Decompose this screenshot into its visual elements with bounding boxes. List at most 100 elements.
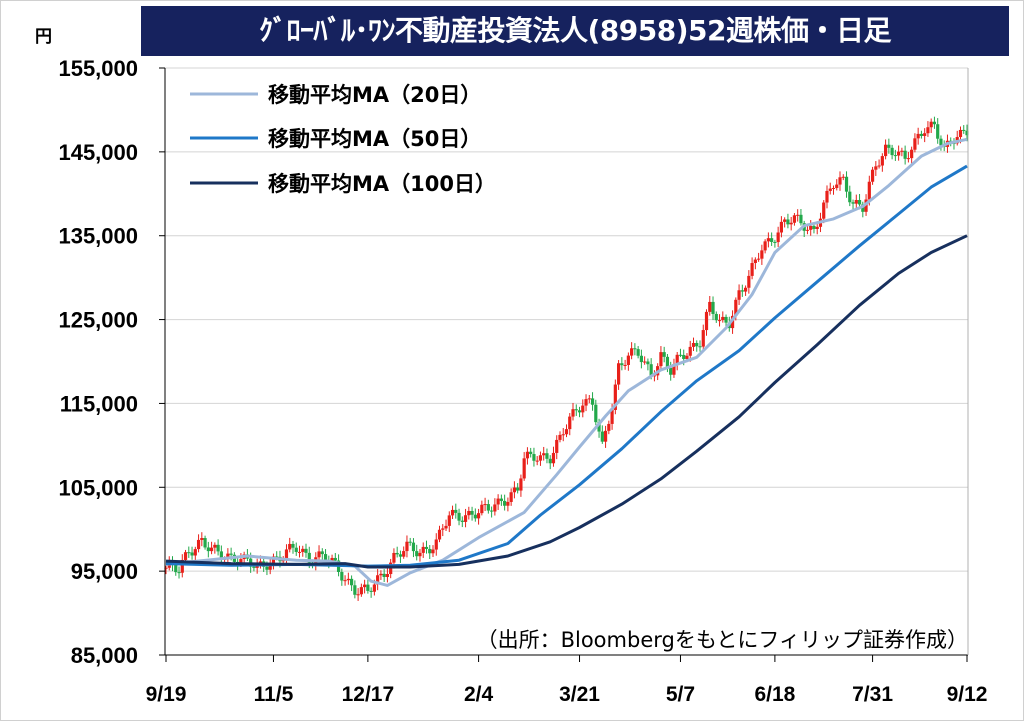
candle-body (675, 354, 679, 365)
candle-body (737, 290, 741, 300)
candle-body (284, 549, 289, 560)
candle-body (395, 552, 399, 555)
candle-body (688, 346, 692, 356)
y-tick-label: 145,000 (58, 140, 138, 165)
candle-body (776, 232, 780, 243)
candle-body (252, 566, 256, 568)
candle-body (597, 422, 601, 432)
candle-body (779, 221, 784, 233)
candle-body (695, 342, 699, 347)
legend-ma50: 移動平均MA（50日） (190, 127, 481, 151)
candle-body (783, 219, 787, 222)
candle-body (548, 458, 552, 464)
ma100-line (165, 234, 968, 569)
candle-body (330, 557, 334, 563)
candle-body (271, 556, 276, 564)
candle-body (480, 504, 484, 514)
candle-body (349, 578, 354, 586)
candle-body (753, 259, 757, 264)
y-tick-label: 85,000 (71, 643, 138, 668)
candle-body (831, 187, 836, 189)
legend-ma100: 移動平均MA（100日） (190, 172, 496, 196)
candle-body (356, 594, 360, 596)
candle-body (796, 214, 800, 216)
candle-body (297, 551, 302, 553)
candle-body (558, 434, 562, 440)
candle-body (418, 552, 422, 557)
candle-body (789, 222, 793, 225)
candle-body (444, 525, 448, 529)
y-tick-label: 135,000 (58, 224, 138, 249)
candle-body (164, 567, 168, 569)
candle-body (343, 580, 347, 582)
candle-body (643, 361, 647, 363)
candle-body (177, 572, 181, 574)
candle-body (288, 543, 292, 550)
candle-body (906, 158, 910, 160)
candle-body (939, 138, 943, 146)
candle-body (757, 258, 761, 260)
candle-body (822, 202, 826, 219)
candle-body (522, 458, 526, 479)
ma20-line (165, 137, 968, 587)
candle-body (428, 548, 432, 554)
candle-body (603, 430, 608, 442)
candle-body (209, 547, 214, 552)
candle-body (636, 349, 640, 356)
candle-body (701, 330, 705, 347)
candle-body (203, 538, 207, 548)
candle-body (936, 124, 940, 139)
candle-body (799, 214, 803, 224)
candle-body (766, 238, 770, 242)
candle-body (346, 578, 350, 581)
candle-body (187, 552, 191, 554)
candle-body (760, 250, 764, 259)
candle-body (323, 554, 328, 562)
candle-body (467, 510, 471, 516)
candle-body (874, 166, 878, 170)
candle-body (691, 342, 696, 347)
candle-body (206, 547, 210, 552)
candle-body (613, 384, 617, 410)
candle-body (555, 439, 559, 453)
candle-body (275, 556, 279, 558)
candle-body (320, 551, 324, 555)
candle-body (353, 585, 357, 595)
candle-body (291, 543, 295, 548)
candle-body (626, 355, 630, 365)
candle-body (392, 552, 396, 563)
y-tick-label: 115,000 (60, 391, 138, 416)
y-axis-unit-label: 円 (35, 27, 52, 47)
candle-body (711, 301, 715, 314)
candle-body (307, 552, 311, 563)
x-tick-label: 7/31 (852, 683, 893, 706)
candle-body (877, 165, 881, 167)
candle-body (213, 544, 217, 548)
candle-body (577, 410, 582, 413)
candle-body (844, 176, 849, 192)
candle-body (525, 451, 530, 459)
candle-body (913, 138, 917, 150)
x-tick-label: 12/17 (342, 683, 395, 706)
candle-body (923, 133, 927, 136)
x-tick-label: 5/7 (666, 683, 695, 706)
candle-body (825, 190, 829, 203)
candle-body (835, 184, 839, 188)
candle-body (499, 498, 503, 501)
candle-body (363, 584, 367, 588)
candle-body (584, 399, 588, 406)
legend-label: 移動平均MA（100日） (268, 172, 496, 196)
candle-body (265, 566, 269, 570)
candle-body (805, 229, 810, 231)
chart-title: ｸﾞﾛｰﾊﾞﾙ･ﾜﾝ不動産投資法人(8958)52週株価・日足 (141, 6, 1009, 56)
candle-body (926, 127, 930, 134)
candle-body (929, 121, 933, 128)
candle-body (714, 313, 718, 321)
candle-body (431, 549, 435, 554)
candle-body (773, 241, 777, 243)
candle-body (610, 409, 614, 424)
candle-body (359, 587, 363, 595)
candle-body (538, 455, 543, 461)
candle-body (708, 301, 712, 312)
candle-body (851, 202, 855, 204)
